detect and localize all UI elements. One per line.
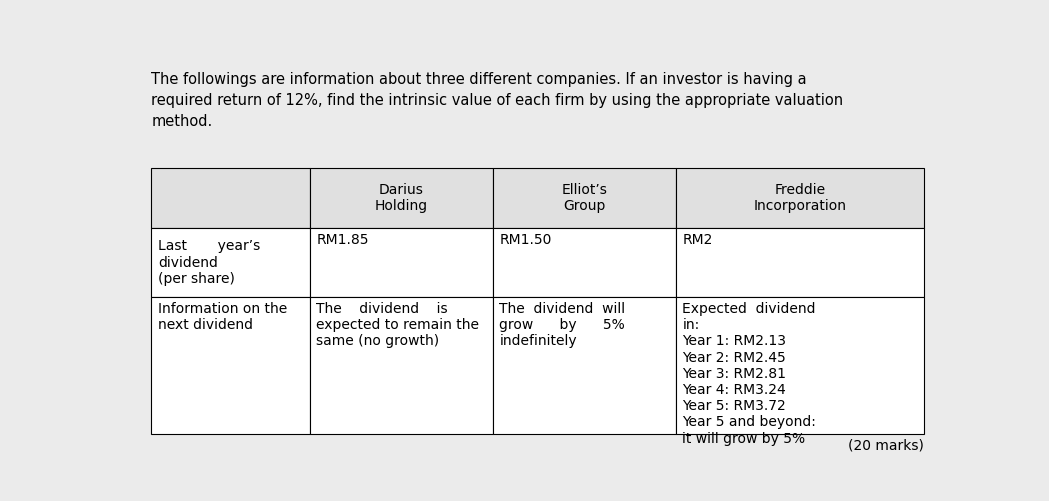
Text: Information on the
next dividend: Information on the next dividend	[158, 302, 287, 332]
Text: Expected  dividend
in:
Year 1: RM2.13
Year 2: RM2.45
Year 3: RM2.81
Year 4: RM3.: Expected dividend in: Year 1: RM2.13 Yea…	[682, 302, 816, 445]
Text: Freddie
Incorporation: Freddie Incorporation	[753, 183, 847, 213]
Bar	[493, 298, 676, 434]
Bar	[676, 168, 924, 228]
Bar	[311, 168, 493, 228]
Bar	[151, 168, 311, 228]
Text: The  dividend  will
grow      by      5%
indefinitely: The dividend will grow by 5% indefinitel…	[499, 302, 625, 348]
Text: RM1.50: RM1.50	[499, 232, 552, 246]
Text: Elliot’s
Group: Elliot’s Group	[561, 183, 607, 213]
Text: Last       year’s
dividend
(per share): Last year’s dividend (per share)	[158, 239, 260, 286]
Text: Darius
Holding: Darius Holding	[374, 183, 428, 213]
Text: (20 marks): (20 marks)	[848, 438, 924, 452]
Text: RM1.85: RM1.85	[317, 232, 369, 246]
Text: The    dividend    is
expected to remain the
same (no growth): The dividend is expected to remain the s…	[317, 302, 479, 348]
Bar	[311, 228, 493, 298]
Bar	[493, 228, 676, 298]
Text: method.: method.	[151, 114, 213, 129]
Bar	[151, 228, 311, 298]
Bar	[151, 298, 311, 434]
Bar	[493, 168, 676, 228]
Bar	[676, 228, 924, 298]
Text: RM2: RM2	[682, 232, 712, 246]
Text: required return of 12%, find the intrinsic value of each firm by using the appro: required return of 12%, find the intrins…	[151, 93, 843, 108]
Text: The followings are information about three different companies. If an investor i: The followings are information about thr…	[151, 72, 807, 87]
Bar	[676, 298, 924, 434]
Bar	[311, 298, 493, 434]
